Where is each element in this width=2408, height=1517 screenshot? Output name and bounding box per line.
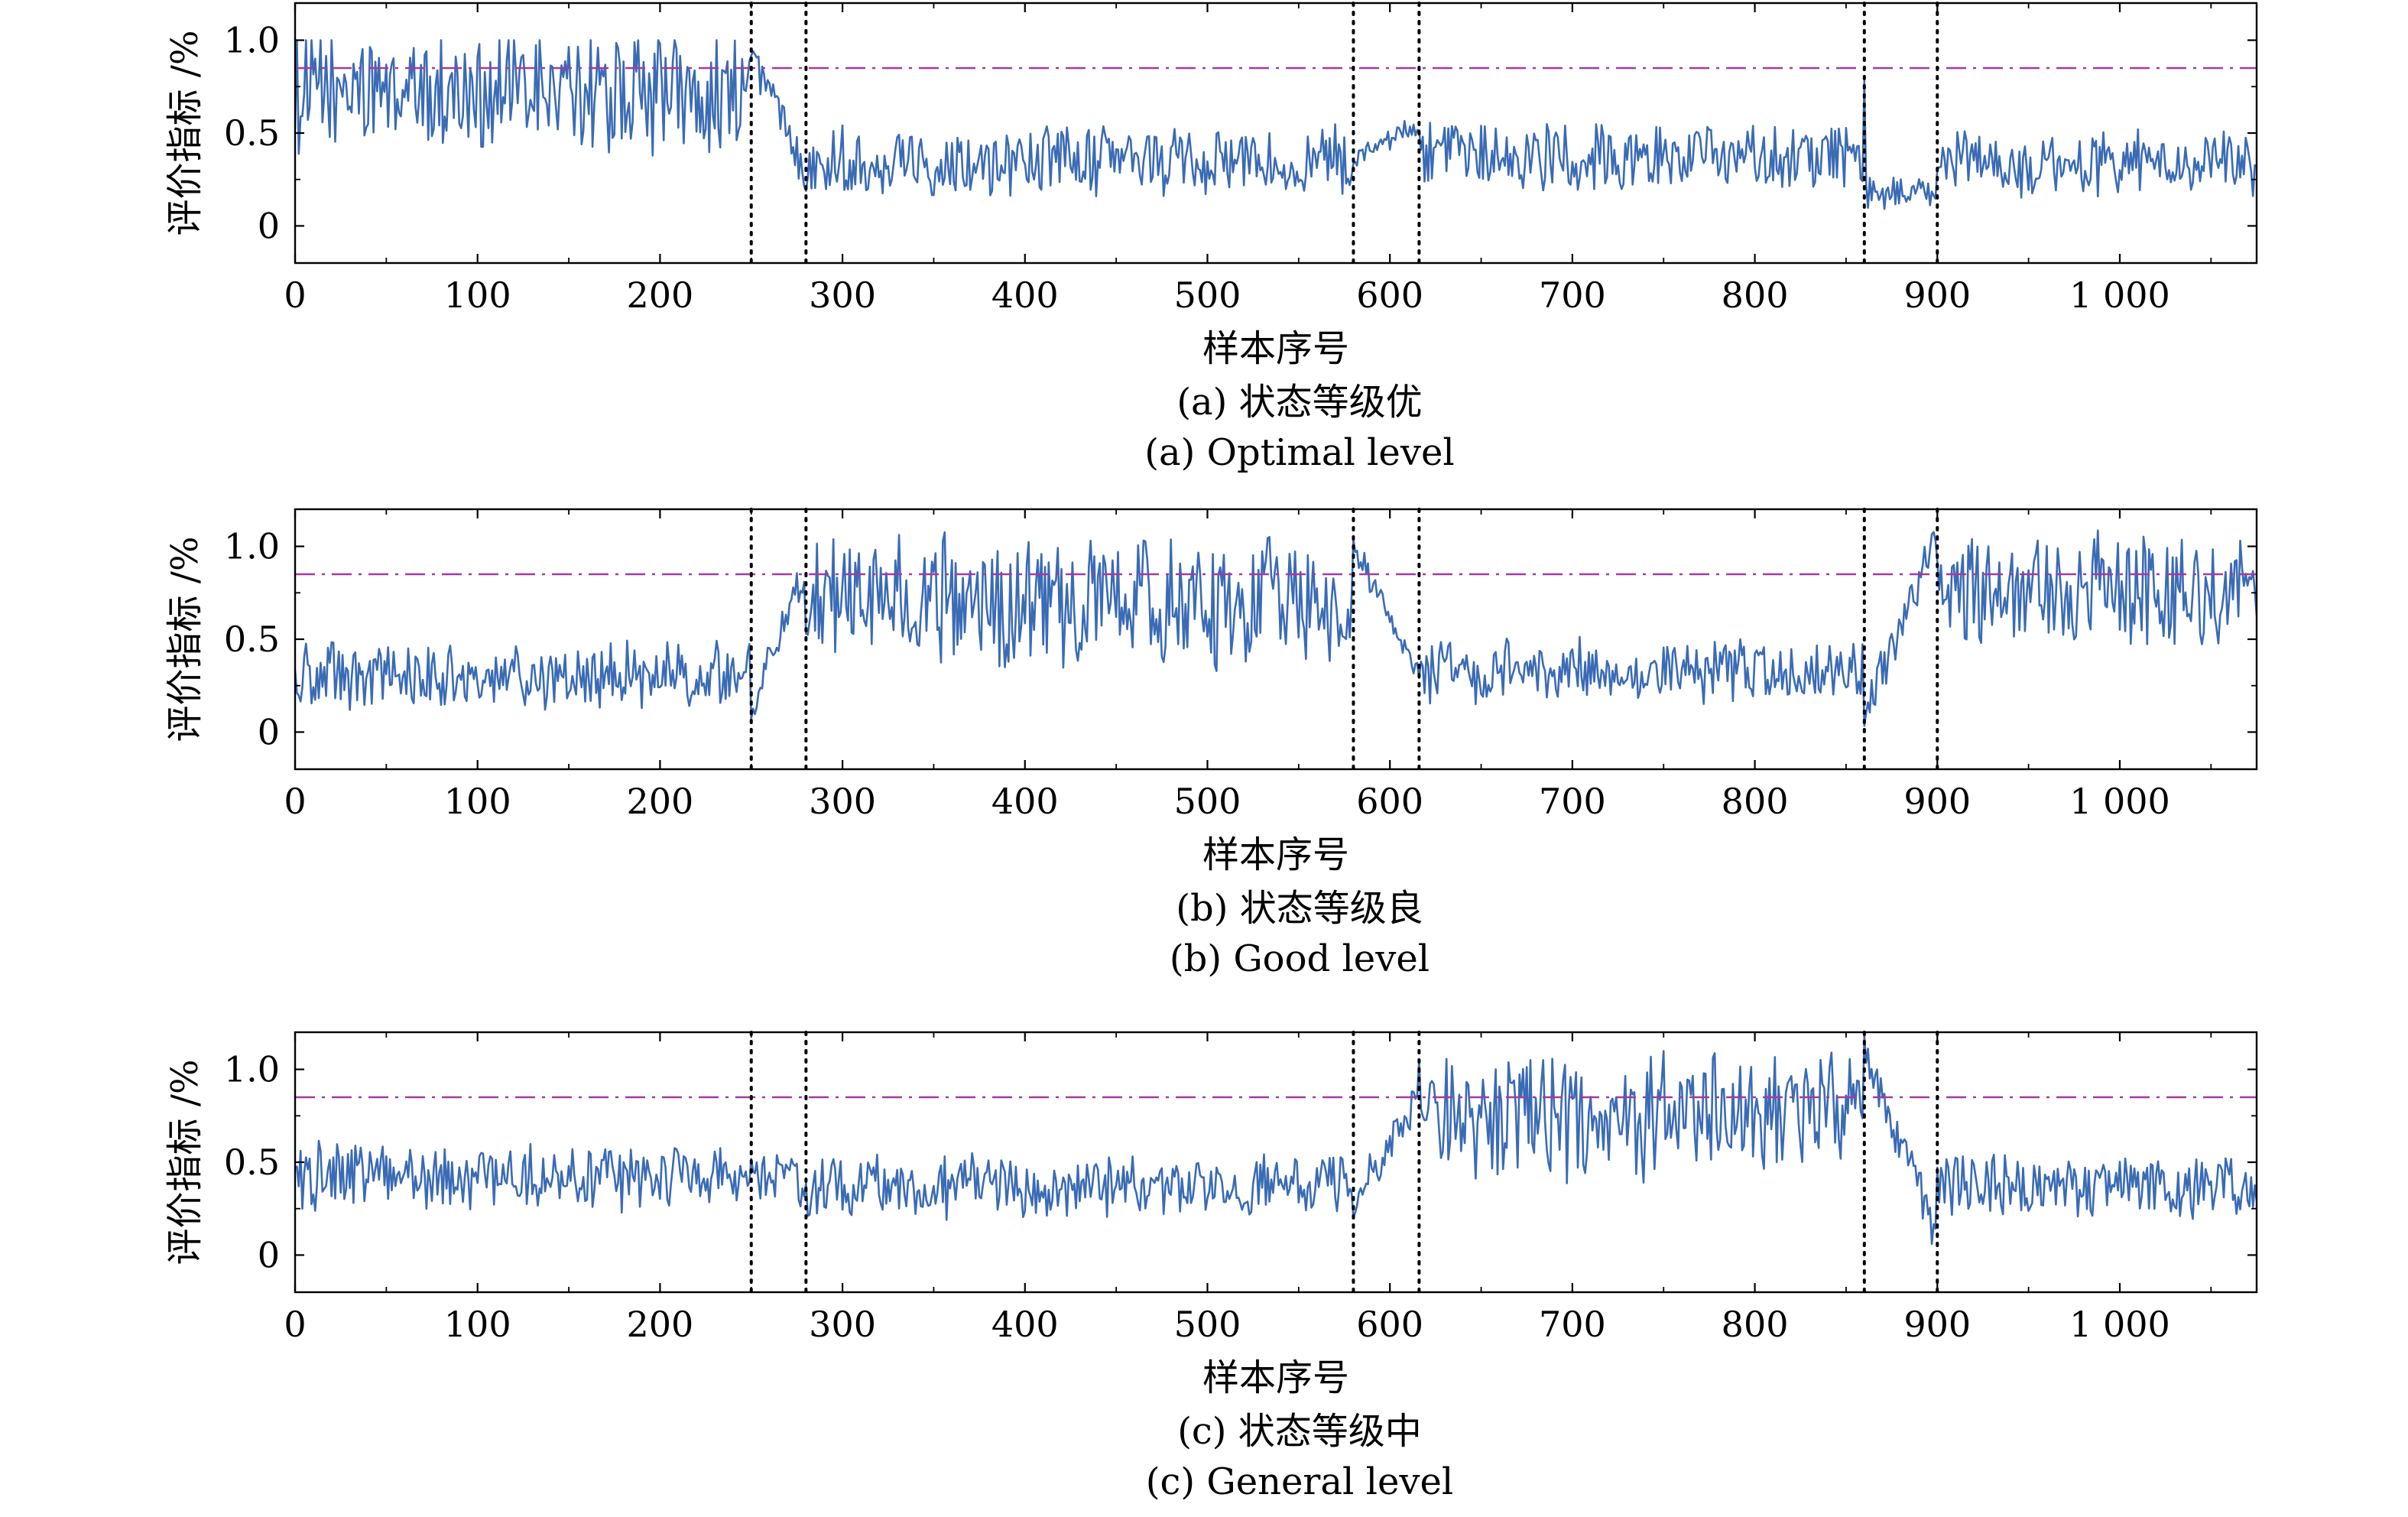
x-tick-label: 900	[1903, 274, 1971, 316]
axes-frame	[294, 508, 2258, 771]
x-tick-label: 800	[1722, 1304, 1789, 1345]
x-tick-label: 500	[1174, 1304, 1241, 1345]
caption-en: (c) General level	[1146, 1460, 1453, 1503]
x-tick-label: 1 000	[2069, 781, 2170, 822]
x-tick-label: 100	[444, 1304, 511, 1345]
x-tick-label: 600	[1356, 274, 1423, 316]
y-axis-label: 评价指标 /%	[164, 30, 206, 236]
x-tick-label: 200	[626, 1304, 693, 1345]
x-axis-label: 样本序号	[1202, 327, 1349, 370]
x-tick-label: 800	[1722, 274, 1789, 316]
caption-en: (a) Optimal level	[1144, 431, 1454, 474]
y-tick-label: 0.5	[224, 112, 280, 154]
x-axis-label: 样本序号	[1202, 1356, 1349, 1399]
x-tick-label: 600	[1356, 781, 1423, 822]
x-tick-label: 0	[284, 1304, 306, 1345]
axes-frame	[294, 2, 2258, 265]
y-axis-label: 评价指标 /%	[164, 1059, 206, 1265]
x-tick-label: 900	[1903, 781, 1971, 822]
x-axis-label: 样本序号	[1202, 833, 1349, 876]
x-tick-label: 300	[809, 1304, 876, 1345]
y-tick-label: 0	[258, 205, 280, 246]
x-tick-label: 200	[626, 781, 693, 822]
series-line	[295, 1035, 2257, 1246]
x-tick-label: 600	[1356, 1304, 1423, 1345]
series-line	[295, 529, 2257, 727]
x-tick-label: 700	[1539, 1304, 1606, 1345]
caption-cn: (b) 状态等级良	[1176, 887, 1423, 930]
x-tick-label: 500	[1174, 274, 1241, 316]
x-tick-label: 0	[284, 274, 306, 316]
x-tick-label: 400	[991, 274, 1059, 316]
x-tick-label: 700	[1539, 781, 1606, 822]
caption-cn: (a) 状态等级优	[1176, 381, 1422, 424]
y-tick-label: 0.5	[224, 1142, 280, 1183]
y-tick-label: 1.0	[224, 1049, 280, 1090]
x-tick-label: 100	[444, 781, 511, 822]
y-tick-label: 0	[258, 1234, 280, 1275]
x-tick-label: 700	[1539, 274, 1606, 316]
y-tick-label: 1.0	[224, 526, 280, 567]
series-line	[295, 39, 2257, 210]
panel-b: 0 100 200 300 400 500 600 700 800 900 1 000 0 0.5 1.0…	[164, 508, 2258, 980]
x-tick-label: 900	[1903, 1304, 1971, 1345]
y-tick-label: 0	[258, 711, 280, 752]
x-tick-label: 0	[284, 781, 306, 822]
x-tick-label: 500	[1174, 781, 1241, 822]
y-tick-label: 1.0	[224, 20, 280, 61]
x-tick-label: 100	[444, 274, 511, 316]
x-tick-label: 200	[626, 274, 693, 316]
x-tick-label: 300	[809, 781, 876, 822]
panel-c: 0 100 200 300 400 500 600 700 800 900 1 000 0 0.5 1.0…	[164, 1031, 2258, 1503]
x-tick-label: 1 000	[2069, 274, 2170, 316]
panel-a: 0 100 200 300 400 500 600 700 800 900 1 000 0 0.5 1.0…	[164, 2, 2258, 474]
y-axis-label: 评价指标 /%	[164, 536, 206, 742]
caption-cn: (c) 状态等级中	[1177, 1410, 1422, 1453]
x-tick-label: 300	[809, 274, 876, 316]
x-tick-label: 800	[1722, 781, 1789, 822]
x-tick-label: 400	[991, 1304, 1059, 1345]
x-tick-label: 1 000	[2069, 1304, 2170, 1345]
caption-en: (b) Good level	[1170, 937, 1430, 980]
x-tick-label: 400	[991, 781, 1059, 822]
y-tick-label: 0.5	[224, 619, 280, 660]
